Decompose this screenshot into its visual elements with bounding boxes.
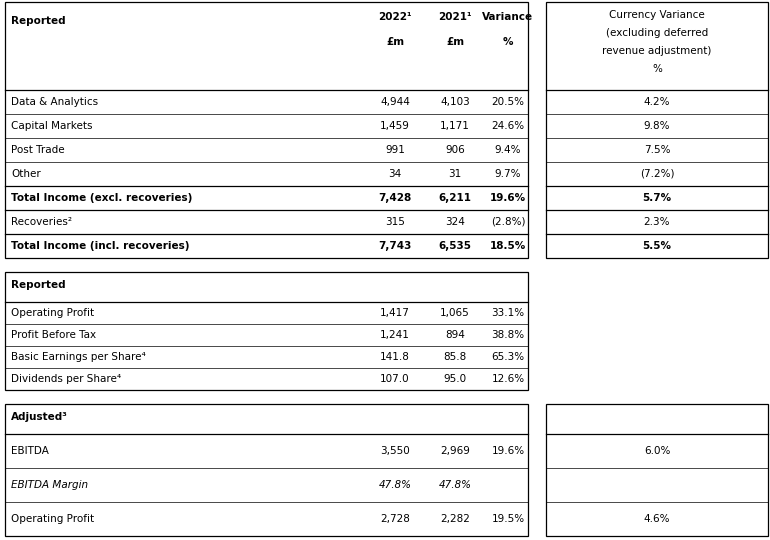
Bar	[546, 404, 768, 536]
Text: Other: Other	[11, 169, 41, 179]
Text: EBITDA: EBITDA	[11, 446, 49, 456]
Bar	[5, 404, 528, 536]
Text: 1,459: 1,459	[380, 121, 410, 131]
Text: 5.7%: 5.7%	[642, 193, 671, 203]
Text: 18.5%: 18.5%	[490, 241, 526, 251]
Text: %: %	[652, 64, 662, 74]
Text: 2,969: 2,969	[440, 446, 470, 456]
Text: EBITDA Margin: EBITDA Margin	[11, 480, 88, 490]
Text: 85.8: 85.8	[444, 352, 467, 362]
Text: 2.3%: 2.3%	[644, 217, 670, 227]
Text: 38.8%: 38.8%	[491, 330, 524, 340]
Text: 3,550: 3,550	[380, 446, 410, 456]
Text: (excluding deferred: (excluding deferred	[606, 28, 708, 38]
Text: Data & Analytics: Data & Analytics	[11, 97, 98, 107]
Text: (2.8%): (2.8%)	[490, 217, 525, 227]
Text: 1,417: 1,417	[380, 308, 410, 318]
Text: 19.6%: 19.6%	[491, 446, 524, 456]
Text: 894: 894	[445, 330, 465, 340]
Text: Variance: Variance	[483, 12, 534, 22]
Text: 33.1%: 33.1%	[491, 308, 524, 318]
Text: (7.2%): (7.2%)	[640, 169, 675, 179]
Text: revenue adjustment): revenue adjustment)	[602, 46, 711, 56]
Text: Operating Profit: Operating Profit	[11, 514, 94, 524]
Text: Dividends per Share⁴: Dividends per Share⁴	[11, 374, 121, 384]
Text: Recoveries²: Recoveries²	[11, 217, 72, 227]
Text: Currency Variance: Currency Variance	[609, 10, 705, 20]
Text: Basic Earnings per Share⁴: Basic Earnings per Share⁴	[11, 352, 146, 362]
Text: 2021¹: 2021¹	[438, 12, 472, 22]
Text: 19.6%: 19.6%	[490, 193, 526, 203]
Text: 65.3%: 65.3%	[491, 352, 524, 362]
Text: £m: £m	[386, 37, 404, 47]
Text: 1,241: 1,241	[380, 330, 410, 340]
Text: 95.0: 95.0	[444, 374, 467, 384]
Text: Reported: Reported	[11, 280, 65, 290]
Text: 315: 315	[385, 217, 405, 227]
Text: 4,103: 4,103	[440, 97, 470, 107]
Text: £m: £m	[446, 37, 464, 47]
Text: 31: 31	[448, 169, 462, 179]
Text: Post Trade: Post Trade	[11, 145, 65, 155]
Text: 141.8: 141.8	[380, 352, 410, 362]
Text: 1,171: 1,171	[440, 121, 470, 131]
Text: Operating Profit: Operating Profit	[11, 308, 94, 318]
Text: Total Income (incl. recoveries): Total Income (incl. recoveries)	[11, 241, 189, 251]
Text: 7.5%: 7.5%	[644, 145, 670, 155]
Text: 20.5%: 20.5%	[491, 97, 524, 107]
Text: 12.6%: 12.6%	[491, 374, 524, 384]
Bar	[5, 272, 528, 390]
Text: 5.5%: 5.5%	[642, 241, 671, 251]
Text: 4,944: 4,944	[380, 97, 410, 107]
Text: 1,065: 1,065	[440, 308, 470, 318]
Text: Total Income (excl. recoveries): Total Income (excl. recoveries)	[11, 193, 192, 203]
Text: 2022¹: 2022¹	[378, 12, 412, 22]
Text: 324: 324	[445, 217, 465, 227]
Text: %: %	[503, 37, 514, 47]
Text: 19.5%: 19.5%	[491, 514, 524, 524]
Text: 34: 34	[388, 169, 402, 179]
Text: 47.8%: 47.8%	[379, 480, 411, 490]
Text: 9.8%: 9.8%	[644, 121, 670, 131]
Bar	[546, 2, 768, 258]
Text: 4.6%: 4.6%	[644, 514, 670, 524]
Text: 991: 991	[385, 145, 405, 155]
Text: 6,211: 6,211	[438, 193, 471, 203]
Text: 6,535: 6,535	[438, 241, 471, 251]
Text: 47.8%: 47.8%	[438, 480, 471, 490]
Text: Reported: Reported	[11, 16, 65, 26]
Text: 2,728: 2,728	[380, 514, 410, 524]
Text: 4.2%: 4.2%	[644, 97, 670, 107]
Text: 6.0%: 6.0%	[644, 446, 670, 456]
Text: Profit Before Tax: Profit Before Tax	[11, 330, 96, 340]
Bar	[5, 2, 528, 258]
Text: 7,743: 7,743	[378, 241, 412, 251]
Text: 7,428: 7,428	[378, 193, 412, 203]
Text: Capital Markets: Capital Markets	[11, 121, 92, 131]
Text: 906: 906	[445, 145, 465, 155]
Text: 9.4%: 9.4%	[495, 145, 521, 155]
Text: 24.6%: 24.6%	[491, 121, 524, 131]
Text: Adjusted³: Adjusted³	[11, 412, 68, 422]
Text: 107.0: 107.0	[380, 374, 410, 384]
Text: 2,282: 2,282	[440, 514, 470, 524]
Text: 9.7%: 9.7%	[495, 169, 521, 179]
